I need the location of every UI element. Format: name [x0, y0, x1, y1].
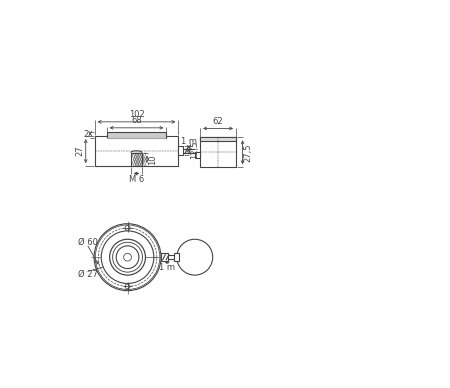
Circle shape — [116, 246, 139, 268]
Circle shape — [125, 284, 130, 289]
Text: 1 m: 1 m — [159, 263, 176, 272]
Bar — [131, 152, 142, 166]
Text: Ø 60: Ø 60 — [78, 238, 98, 247]
Circle shape — [94, 224, 161, 291]
Bar — [161, 253, 167, 262]
Text: Ø 27: Ø 27 — [78, 270, 98, 279]
Text: 1 m: 1 m — [181, 137, 197, 146]
Text: 12,5: 12,5 — [190, 141, 199, 159]
Circle shape — [177, 239, 213, 275]
Text: 27,5: 27,5 — [244, 143, 253, 161]
Text: 27: 27 — [75, 146, 84, 156]
Bar — [200, 137, 236, 141]
Circle shape — [112, 242, 143, 272]
Bar — [107, 138, 166, 139]
Text: M 6: M 6 — [129, 175, 144, 184]
Bar — [94, 136, 178, 166]
Circle shape — [124, 253, 131, 261]
Text: 2: 2 — [84, 130, 89, 140]
Circle shape — [125, 225, 130, 230]
Text: 10: 10 — [148, 154, 157, 165]
Bar — [178, 146, 183, 155]
Circle shape — [101, 231, 154, 284]
Bar — [174, 253, 179, 261]
Bar — [195, 152, 200, 158]
Bar — [107, 132, 166, 138]
Text: 102: 102 — [129, 111, 144, 120]
Text: 68: 68 — [131, 116, 142, 125]
Circle shape — [110, 239, 145, 275]
Text: 62: 62 — [213, 117, 223, 126]
Bar — [200, 137, 236, 167]
